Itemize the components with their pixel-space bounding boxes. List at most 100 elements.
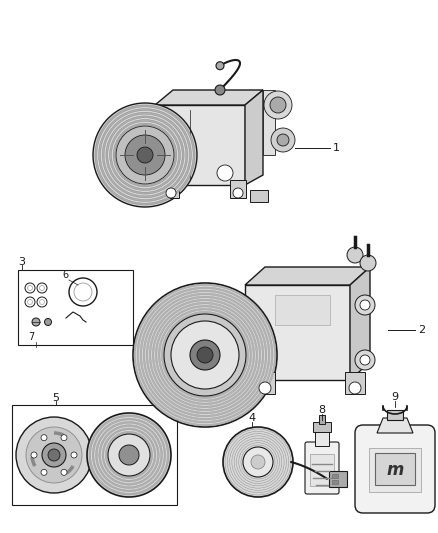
Circle shape bbox=[104, 114, 186, 196]
Bar bbox=[275, 295, 330, 325]
Circle shape bbox=[94, 420, 164, 490]
Bar bbox=[230, 180, 246, 198]
Bar bbox=[163, 180, 179, 198]
Circle shape bbox=[217, 165, 233, 181]
Circle shape bbox=[271, 128, 295, 152]
Circle shape bbox=[349, 382, 361, 394]
Bar bbox=[255, 372, 275, 394]
Circle shape bbox=[45, 319, 52, 326]
Circle shape bbox=[162, 311, 248, 399]
Circle shape bbox=[108, 118, 182, 192]
Circle shape bbox=[42, 443, 66, 467]
Bar bbox=[369, 448, 421, 492]
Circle shape bbox=[135, 286, 275, 424]
Text: 9: 9 bbox=[392, 392, 399, 402]
Circle shape bbox=[104, 430, 154, 480]
Circle shape bbox=[159, 309, 251, 401]
Circle shape bbox=[146, 296, 264, 414]
Circle shape bbox=[113, 123, 177, 187]
Circle shape bbox=[154, 304, 256, 406]
Bar bbox=[315, 430, 329, 446]
Circle shape bbox=[41, 435, 47, 441]
Polygon shape bbox=[245, 90, 263, 185]
Circle shape bbox=[93, 103, 197, 207]
Text: 3: 3 bbox=[18, 257, 25, 267]
Bar bbox=[155, 105, 245, 185]
Polygon shape bbox=[155, 90, 263, 105]
Bar bbox=[263, 90, 275, 155]
Circle shape bbox=[119, 445, 139, 465]
Text: 2: 2 bbox=[418, 325, 425, 335]
FancyBboxPatch shape bbox=[355, 425, 435, 513]
Circle shape bbox=[151, 301, 259, 409]
Circle shape bbox=[160, 310, 250, 400]
Circle shape bbox=[87, 413, 171, 497]
Circle shape bbox=[92, 418, 166, 492]
Text: 8: 8 bbox=[318, 405, 325, 415]
Circle shape bbox=[277, 134, 289, 146]
Bar bbox=[332, 474, 338, 478]
Text: 1: 1 bbox=[333, 143, 340, 153]
Bar bbox=[319, 415, 325, 424]
Text: 4: 4 bbox=[248, 413, 255, 423]
Circle shape bbox=[233, 188, 243, 198]
Circle shape bbox=[152, 302, 258, 408]
Bar bbox=[345, 372, 365, 394]
Circle shape bbox=[99, 109, 191, 201]
Circle shape bbox=[355, 350, 375, 370]
Circle shape bbox=[164, 314, 246, 396]
Bar bbox=[12, 405, 177, 505]
Circle shape bbox=[171, 321, 239, 389]
Bar bbox=[245, 285, 350, 380]
Circle shape bbox=[145, 295, 265, 415]
Circle shape bbox=[215, 85, 225, 95]
Circle shape bbox=[89, 415, 169, 495]
Circle shape bbox=[355, 295, 375, 315]
Circle shape bbox=[32, 318, 40, 326]
Circle shape bbox=[106, 116, 184, 194]
Circle shape bbox=[167, 165, 183, 181]
Polygon shape bbox=[245, 267, 370, 285]
Text: m: m bbox=[386, 461, 404, 479]
Polygon shape bbox=[350, 267, 370, 380]
Circle shape bbox=[31, 452, 37, 458]
Circle shape bbox=[133, 283, 277, 427]
Circle shape bbox=[110, 119, 180, 190]
Circle shape bbox=[111, 122, 179, 189]
Circle shape bbox=[102, 428, 156, 482]
Circle shape bbox=[61, 435, 67, 441]
Circle shape bbox=[155, 305, 254, 405]
Circle shape bbox=[163, 313, 247, 397]
Circle shape bbox=[259, 382, 271, 394]
Circle shape bbox=[216, 62, 224, 70]
Circle shape bbox=[71, 452, 77, 458]
Circle shape bbox=[360, 300, 370, 310]
Bar bbox=[310, 454, 334, 486]
Circle shape bbox=[270, 97, 286, 113]
Bar bbox=[375, 453, 415, 485]
Circle shape bbox=[100, 426, 158, 483]
Circle shape bbox=[41, 470, 47, 475]
Circle shape bbox=[134, 284, 276, 426]
Circle shape bbox=[243, 447, 273, 477]
Circle shape bbox=[125, 135, 165, 175]
Bar bbox=[18, 270, 133, 345]
Circle shape bbox=[137, 147, 153, 163]
Circle shape bbox=[102, 112, 188, 198]
Circle shape bbox=[149, 299, 261, 411]
Bar bbox=[250, 190, 268, 202]
Circle shape bbox=[116, 126, 174, 184]
Circle shape bbox=[197, 347, 213, 363]
Circle shape bbox=[115, 125, 175, 185]
Text: 7: 7 bbox=[28, 332, 34, 342]
Circle shape bbox=[99, 425, 159, 485]
Circle shape bbox=[100, 110, 190, 199]
Circle shape bbox=[264, 91, 292, 119]
Text: 5: 5 bbox=[52, 393, 59, 403]
Circle shape bbox=[61, 470, 67, 475]
Bar bbox=[387, 410, 403, 420]
Circle shape bbox=[26, 427, 82, 483]
Circle shape bbox=[251, 455, 265, 469]
Circle shape bbox=[16, 417, 92, 493]
Circle shape bbox=[190, 340, 220, 370]
